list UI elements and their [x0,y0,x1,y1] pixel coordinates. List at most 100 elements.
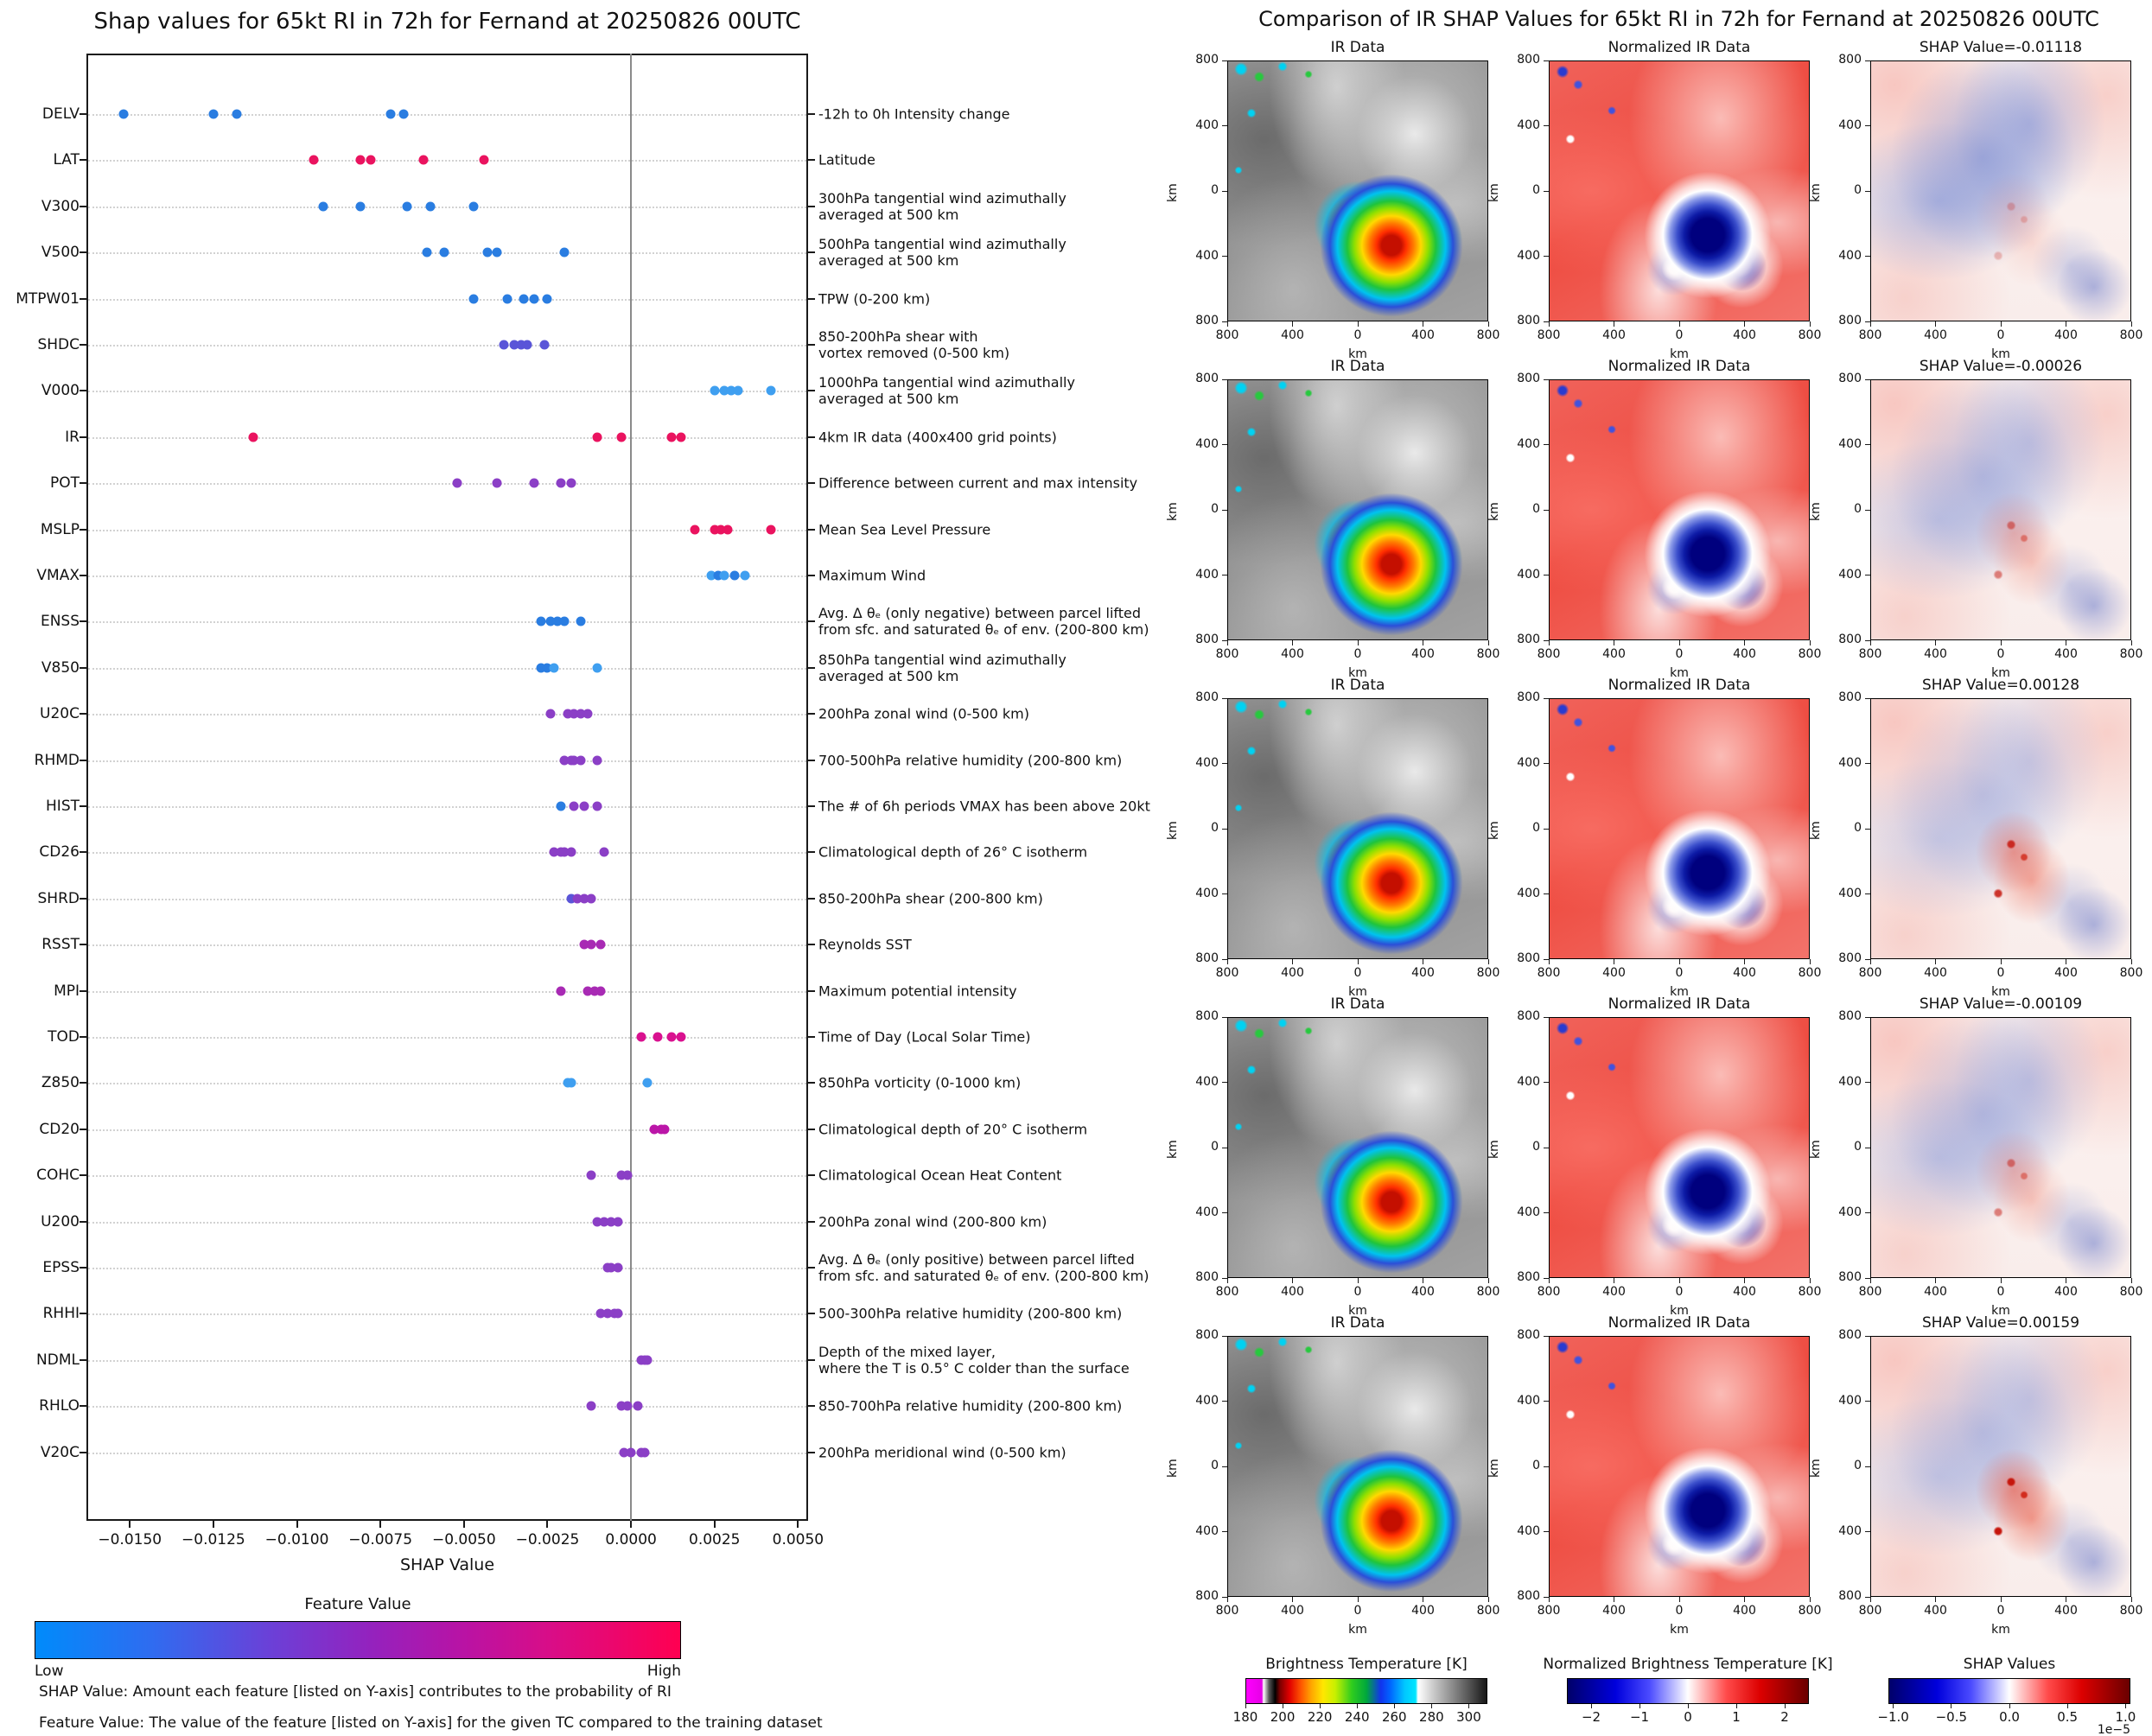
shap-dot [716,525,726,535]
x-tick [1869,640,1871,645]
y-tick-left [80,1451,86,1453]
x-axis-tick-label: 400 [2054,328,2078,342]
shap-dot [583,986,593,996]
x-axis-km-label: km [1991,347,2010,361]
row-gridline [88,621,806,624]
y-axis-tick-label: 800 [1517,1270,1540,1284]
x-tick [1292,1597,1293,1602]
shap-dot [492,247,502,258]
feature-desc-MTPW01: TPW (0-200 km) [818,290,931,308]
colorbar-tick-label: −1 [1629,1709,1650,1725]
feature-desc-Z850: 850hPa vorticity (0-1000 km) [818,1074,1022,1091]
x-axis-km-label: km [1670,1304,1689,1318]
y-tick [1222,1277,1227,1279]
shap-dot [545,709,556,719]
y-tick-right [808,805,815,807]
y-tick-right [808,390,815,392]
x-axis-tick-label: 0 [1675,1604,1684,1618]
y-tick [1544,444,1549,445]
x-tick-label: −0.0025 [515,1531,580,1548]
y-tick [1544,893,1549,894]
y-tick-left [80,1267,86,1269]
y-tick-right [808,666,815,669]
x-axis-tick-label: 0 [1353,647,1362,661]
x-axis-tick-label: 800 [1858,328,1882,342]
x-tick [713,1521,716,1528]
x-tick [2000,959,2002,964]
x-tick [546,1521,549,1528]
x-axis-tick-label: 400 [1411,328,1435,342]
row-gridline [88,1313,806,1316]
subplot-title: Normalized IR Data [1608,1314,1751,1332]
shap-dot [636,1032,646,1042]
x-axis-tick-label: 400 [1602,966,1626,980]
row-gridline [88,575,806,577]
y-axis-tick-label: 0 [1532,502,1540,516]
shap-dot [592,663,602,673]
x-axis-tick-label: 800 [2119,966,2143,980]
shap-dot [613,1217,623,1227]
y-tick [1865,893,1870,894]
shap-values-map [1870,379,2131,640]
feature-name-EPSS: EPSS [42,1259,80,1276]
x-axis-tick-label: 800 [1476,1285,1500,1299]
subplot-title: Normalized IR Data [1608,39,1751,56]
shap-dot [599,847,609,857]
shap-dot [536,663,546,673]
y-tick-left [80,897,86,900]
shap-dot [676,432,686,442]
x-tick [1744,321,1745,327]
x-axis-tick-label: 400 [1924,966,1947,980]
row-gridline [88,114,806,116]
y-tick [1544,1466,1549,1467]
y-tick [1544,321,1549,322]
colorbar-tick-label: 200 [1270,1709,1296,1725]
colorbar-tick [1430,1704,1432,1708]
y-axis-tick-label: 800 [1195,951,1219,965]
y-tick [1865,256,1870,257]
y-axis-tick-label: 400 [1195,1393,1219,1408]
y-tick [1865,444,1870,445]
shap-dot [529,294,539,304]
y-tick-right [808,944,815,946]
x-tick [2130,321,2132,327]
feature-name-SHDC: SHDC [37,336,80,353]
y-tick [1222,444,1227,445]
colorbar-tick [1784,1704,1786,1708]
y-tick-left [80,713,86,715]
y-tick [1865,697,1870,699]
colorbar-tick-label: 0.5 [2057,1709,2079,1725]
x-tick [1226,1597,1228,1602]
ir-data-map [1227,379,1488,640]
shap-dot [690,525,700,535]
y-tick-left [80,944,86,946]
y-tick-right [808,113,815,115]
x-tick-label: −0.0125 [181,1531,245,1548]
shap-value-axis-label: SHAP Value [399,1555,495,1574]
y-axis-tick-label: 800 [1517,372,1540,385]
colorbar-tick-label: 1 [1732,1709,1741,1725]
colorbar-tick-label: 0.0 [1999,1709,2020,1725]
x-axis-tick-label: 400 [1924,1604,1947,1618]
normalized-ir-data-map [1549,1017,1810,1278]
shap-dot [309,155,319,165]
shap-dot [492,478,502,488]
y-tick-left [80,113,86,115]
x-tick [2000,640,2002,645]
x-tick [1935,959,1936,964]
row-gridline [88,1268,806,1269]
y-tick-left [80,436,86,438]
x-axis-tick-label: 800 [1798,647,1822,661]
y-tick-right [808,1082,815,1084]
colorbar-tick-label: −1.0 [1877,1709,1909,1725]
x-axis-tick-label: 400 [1281,1604,1304,1618]
feature-value-colorbar [35,1621,681,1659]
y-axis-tick-label: 0 [1211,1140,1219,1154]
x-axis-tick-label: 400 [1411,1285,1435,1299]
colorbar-tick-label: 180 [1232,1709,1258,1725]
y-tick-right [808,989,815,992]
y-tick-right [808,1220,815,1223]
y-tick [1544,378,1549,380]
shap-dot [710,525,720,535]
shap-values-map [1870,698,2131,959]
